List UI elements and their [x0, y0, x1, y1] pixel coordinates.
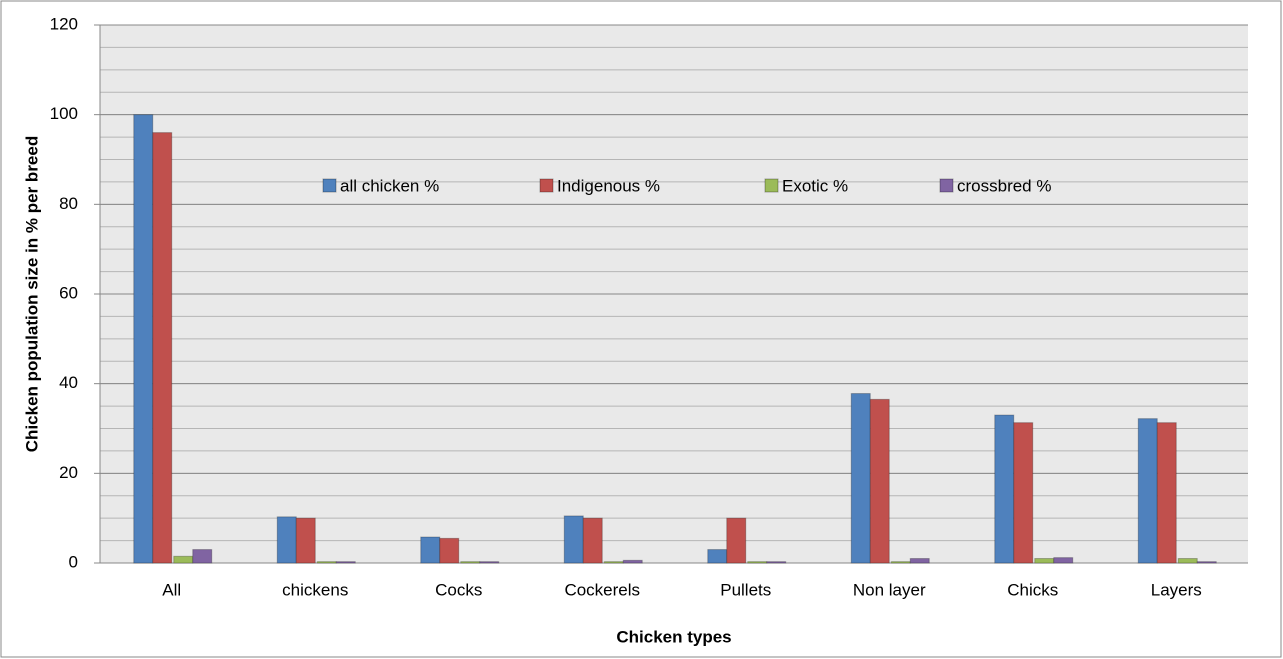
x-tick-label: Cocks — [435, 580, 482, 599]
legend-swatch — [322, 178, 337, 193]
bar — [295, 517, 316, 564]
bar — [603, 561, 624, 564]
bar — [622, 559, 643, 564]
bar — [439, 537, 460, 564]
x-tick-label: Cockerels — [564, 580, 640, 599]
legend-swatch — [764, 178, 779, 193]
x-tick-label: Non layer — [853, 580, 926, 599]
bar — [192, 549, 213, 564]
x-tick-label: Chicks — [1007, 580, 1058, 599]
bar — [747, 561, 768, 564]
bar — [890, 561, 911, 564]
bar — [152, 132, 173, 564]
bar — [869, 398, 890, 564]
bar — [479, 561, 500, 564]
bar — [766, 561, 787, 564]
legend-swatch — [539, 178, 554, 193]
bar — [316, 561, 337, 564]
legend-label: crossbred % — [957, 176, 1051, 195]
x-tick-label: All — [162, 580, 181, 599]
legend-label: Indigenous % — [557, 176, 660, 195]
bar — [1034, 558, 1055, 564]
bar — [1137, 418, 1158, 564]
bar — [582, 517, 603, 564]
legend-label: all chicken % — [340, 176, 439, 195]
y-tick-label: 0 — [69, 552, 78, 571]
x-tick-label: Layers — [1151, 580, 1202, 599]
bar — [726, 517, 747, 564]
bar — [994, 414, 1015, 564]
bar — [173, 555, 194, 564]
bar — [335, 561, 356, 564]
y-tick-label: 40 — [59, 373, 78, 392]
bar — [1013, 422, 1034, 564]
bar — [850, 393, 871, 564]
x-tick-label: Pullets — [720, 580, 771, 599]
bar — [460, 561, 481, 564]
x-tick-label: chickens — [282, 580, 348, 599]
bar — [1177, 558, 1198, 564]
bar — [1156, 422, 1177, 564]
bar — [276, 516, 297, 564]
y-axis-label: Chicken population size in % per breed — [22, 136, 41, 452]
bar — [707, 549, 728, 564]
y-tick-label: 20 — [59, 463, 78, 482]
y-tick-label: 60 — [59, 283, 78, 302]
y-tick-label: 120 — [50, 14, 78, 33]
x-axis-label: Chicken types — [616, 627, 731, 646]
bar — [1053, 557, 1074, 564]
bar — [563, 515, 584, 564]
bar — [133, 114, 154, 564]
legend-label: Exotic % — [782, 176, 848, 195]
bar — [1196, 561, 1217, 564]
y-tick-label: 100 — [50, 104, 78, 123]
legend-swatch — [939, 178, 954, 193]
bar — [909, 558, 930, 564]
y-tick-label: 80 — [59, 194, 78, 213]
bar — [420, 536, 441, 564]
